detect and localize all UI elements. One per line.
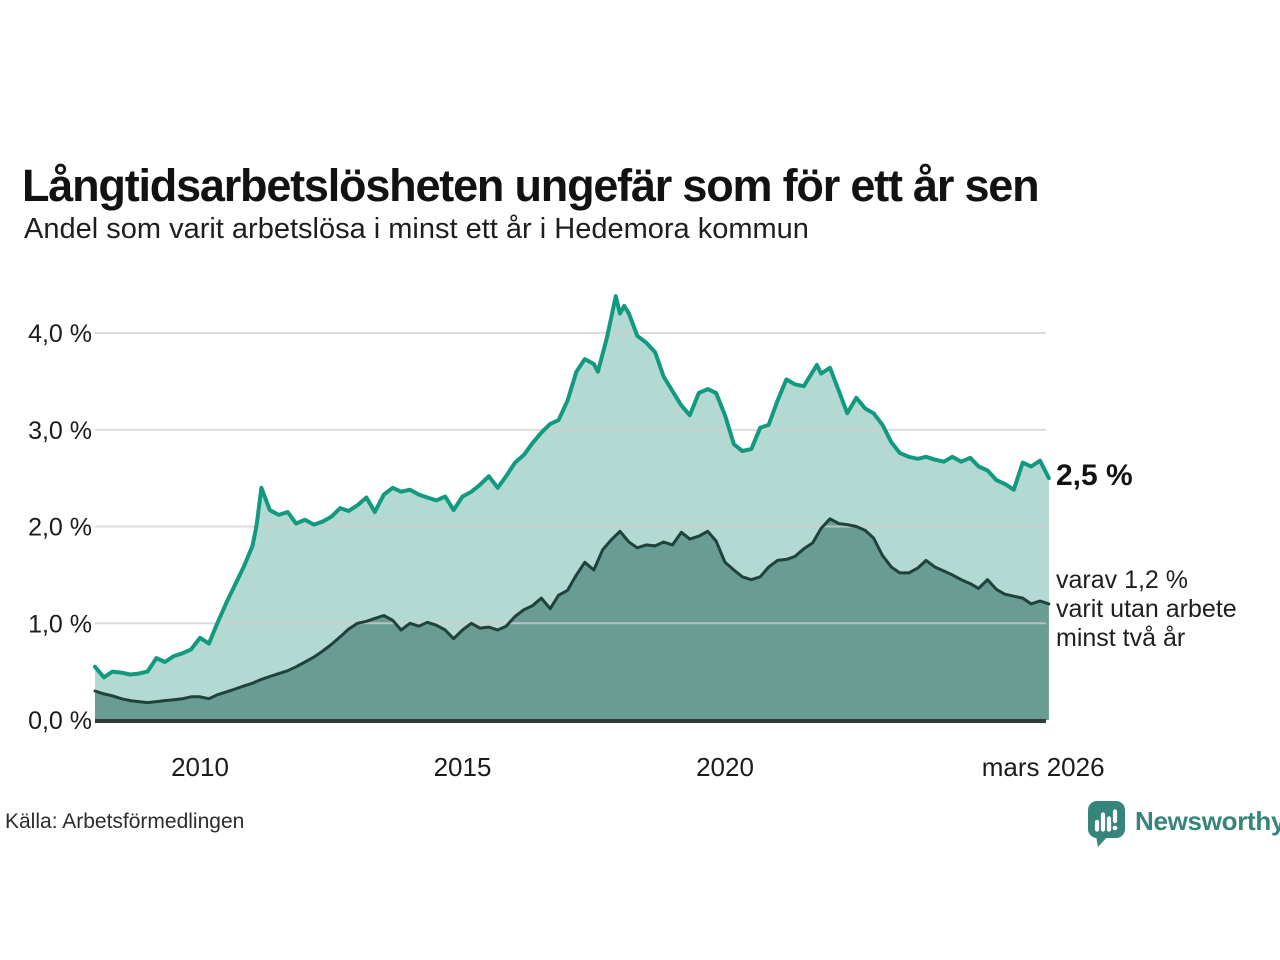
- deep-annotation-line3: minst två år: [1056, 624, 1186, 652]
- newsworthy-bars-icon: [1088, 801, 1125, 847]
- y-axis-tick-label: 2,0 %: [28, 514, 92, 542]
- newsworthy-logo: Newsworthy: [1087, 800, 1280, 848]
- chart-subtitle: Andel som varit arbetslösa i minst ett å…: [24, 213, 809, 245]
- source-note: Källa: Arbetsförmedlingen: [5, 810, 245, 833]
- x-axis-tick-label: 2015: [434, 752, 492, 782]
- deep-unemployment-annotation: varav 1,2 % varit utan arbete minst två …: [1056, 566, 1237, 653]
- deep-line: [93, 517, 1051, 705]
- x-axis-tick-label: 2020: [696, 752, 754, 782]
- latest-total-value-label: 2,5 %: [1056, 459, 1133, 492]
- deep-annotation-line1: varav 1,2 %: [1056, 566, 1189, 594]
- deep-annotation-line2: varit utan arbete: [1056, 595, 1237, 623]
- y-axis-tick-label: 3,0 %: [28, 417, 92, 445]
- newsworthy-wordmark: Newsworthy: [1135, 806, 1280, 836]
- y-axis-tick-label: 0,0 %: [28, 707, 92, 735]
- total-line: [93, 294, 1051, 680]
- x-axis-tick-label: 2010: [171, 752, 229, 782]
- y-axis-tick-label: 4,0 %: [28, 320, 92, 348]
- deep-area-fill: [95, 518, 1049, 720]
- y-axis-tick-label: 1,0 %: [28, 610, 92, 638]
- page-title: Långtidsarbetslösheten ungefär som för e…: [22, 160, 1040, 212]
- x-axis-tick-label: mars 2026: [982, 752, 1105, 782]
